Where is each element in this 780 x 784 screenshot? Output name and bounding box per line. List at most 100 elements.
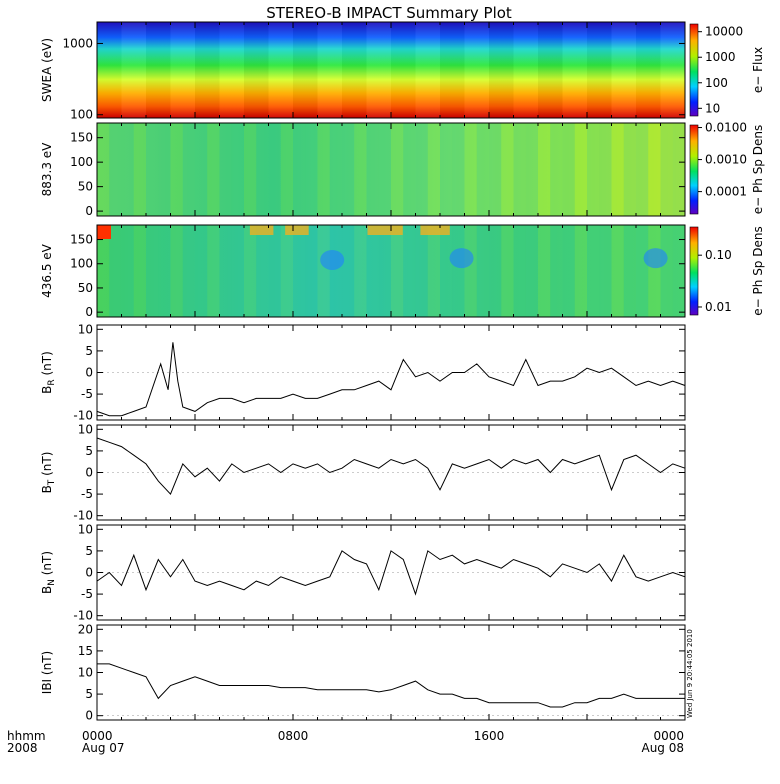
heatmap-depletion xyxy=(449,248,474,269)
heatmap-column xyxy=(219,225,232,317)
time-format-label: hhmm xyxy=(7,729,46,743)
heatmap-column xyxy=(452,123,465,216)
heatmap-column xyxy=(587,123,600,216)
y-tick-label: 0 xyxy=(85,305,93,319)
heatmap-column xyxy=(391,22,416,118)
heatmap-column xyxy=(513,123,526,216)
heatmap-column xyxy=(342,123,355,216)
heatmap-column xyxy=(611,225,624,317)
y-tick-label: -10 xyxy=(73,609,93,623)
heatmap-column xyxy=(403,225,416,317)
heatmap-column xyxy=(550,225,563,317)
heatmap-hotspot xyxy=(367,225,403,235)
heatmap-column xyxy=(440,225,453,317)
heatmap-column xyxy=(121,22,146,118)
colorbar-tick-label: 0.10 xyxy=(705,248,732,262)
heatmap-column xyxy=(525,123,538,216)
heatmap-column xyxy=(513,225,526,317)
y-axis-label-swea: SWEA (eV) xyxy=(40,38,54,102)
heatmap-column xyxy=(268,225,281,317)
heatmap-column xyxy=(317,123,330,216)
colorbar-tick-label: 100 xyxy=(705,76,728,90)
heatmap-column xyxy=(305,225,318,317)
heatmap-column xyxy=(158,225,171,317)
heatmap-column xyxy=(366,225,379,317)
heatmap-column xyxy=(452,225,465,317)
heatmap-column xyxy=(121,225,134,317)
y-tick-label: -10 xyxy=(73,509,93,523)
y-axis-label-pad883: 883.3 eV xyxy=(40,142,54,197)
plot-title: STEREO-B IMPACT Summary Plot xyxy=(266,4,512,22)
heatmap-column xyxy=(563,22,588,118)
heatmap-column xyxy=(109,225,122,317)
colorbar-tick-label: 0.0001 xyxy=(705,185,747,199)
y-tick-label: 5 xyxy=(85,444,93,458)
heatmap-hotspot xyxy=(285,225,309,235)
heatmap-swea xyxy=(97,22,685,118)
heatmap-column xyxy=(623,123,636,216)
heatmap-column xyxy=(672,123,685,216)
panel-frame xyxy=(96,324,686,421)
heatmap-column xyxy=(587,225,600,317)
colorbar-tick-label: 0.0010 xyxy=(705,153,747,167)
heatmap-column xyxy=(415,225,428,317)
heatmap-column xyxy=(146,22,171,118)
heatmap-column xyxy=(293,123,306,216)
colorbar-pad436 xyxy=(689,226,699,316)
heatmap-column xyxy=(121,123,134,216)
heatmap-column xyxy=(599,225,612,317)
y-tick-label: 5 xyxy=(85,687,93,701)
y-tick-label: 0 xyxy=(85,566,93,580)
panel-pad436: 0.10 0.01 e− Ph Sp Dens 150 100 50 0 436.5 eV xyxy=(40,224,765,319)
y-axis-label-pad436: 436.5 eV xyxy=(40,243,54,298)
heatmap-column xyxy=(489,123,502,216)
heatmap-column xyxy=(146,225,159,317)
heatmap-column xyxy=(660,123,673,216)
y-tick-label: 10 xyxy=(78,522,93,536)
y-axis-label-bt: BT (nT) xyxy=(40,452,57,494)
y-tick-label: 10 xyxy=(78,322,93,336)
heatmap-column xyxy=(182,225,195,317)
heatmap-column xyxy=(587,22,612,118)
heatmap-column xyxy=(391,123,404,216)
heatmap-column xyxy=(550,123,563,216)
y-axis-label-br: BR (nT) xyxy=(40,351,57,394)
heatmap-column xyxy=(427,123,440,216)
y-tick-label: 100 xyxy=(70,257,93,271)
heatmap-column xyxy=(672,225,685,317)
heatmap-column xyxy=(476,123,489,216)
heatmap-column xyxy=(97,22,122,118)
heatmap-column xyxy=(611,22,636,118)
heatmap-column xyxy=(538,225,551,317)
heatmap-column xyxy=(97,123,110,216)
heatmap-column xyxy=(636,225,649,317)
series-line-bt xyxy=(96,437,686,496)
heatmap-column xyxy=(244,22,269,118)
panel-bt: -10 -5 0 5 10 BT (nT) xyxy=(40,422,686,523)
heatmap-column xyxy=(403,123,416,216)
heatmap-column xyxy=(293,22,318,118)
heatmap-column xyxy=(354,123,367,216)
timestamp-label: Wed Jun 9 20:44:05 2010 xyxy=(686,629,694,718)
heatmap-column xyxy=(305,123,318,216)
heatmap-column xyxy=(146,123,159,216)
colorbar-tick-label: 1000 xyxy=(705,50,736,64)
heatmap-column xyxy=(427,225,440,317)
heatmap-column xyxy=(378,123,391,216)
x-tick-label: 1600 xyxy=(474,729,505,743)
heatmap-column xyxy=(269,22,294,118)
y-tick-label: 50 xyxy=(78,180,93,194)
heatmap-column xyxy=(231,225,244,317)
colorbar-tick-label: 10 xyxy=(705,101,720,115)
heatmap-column xyxy=(317,225,330,317)
heatmap-column xyxy=(538,123,551,216)
y-tick-label: 0 xyxy=(85,466,93,480)
y-tick-label: 15 xyxy=(78,644,93,658)
y-tick-label: 1000 xyxy=(62,36,93,50)
y-tick-label: -5 xyxy=(81,387,93,401)
heatmap-column xyxy=(170,22,195,118)
heatmap-column xyxy=(366,22,391,118)
heatmap-pad883 xyxy=(97,123,685,216)
time-axis: 0000 0800 1600 0000 xyxy=(82,729,684,743)
